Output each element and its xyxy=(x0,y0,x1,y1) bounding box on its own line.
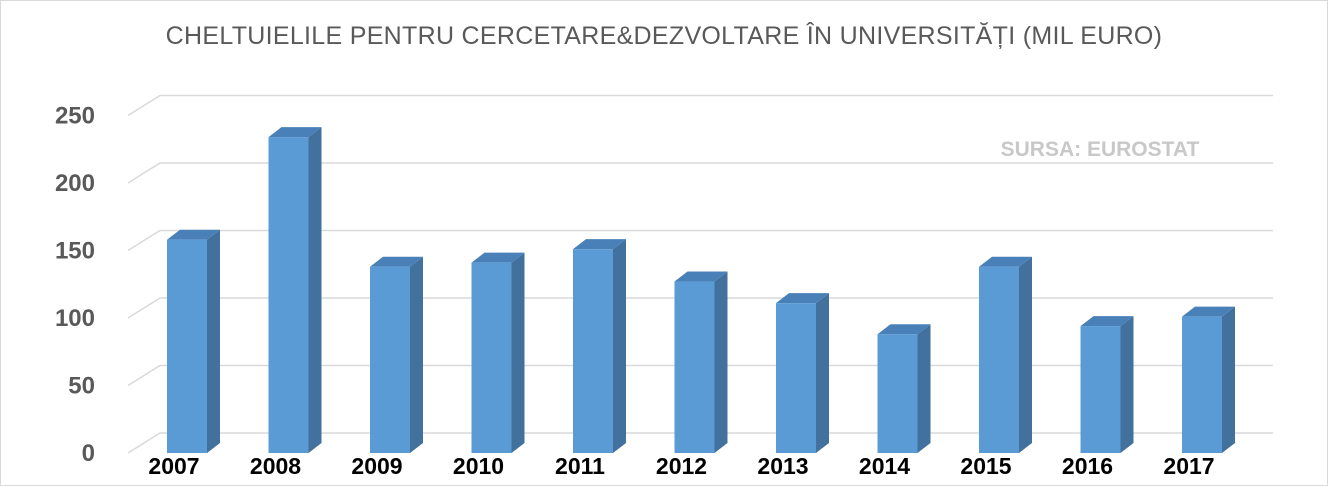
bars xyxy=(167,127,1235,453)
bar-2013 xyxy=(776,293,829,453)
bar-front-2014 xyxy=(877,334,918,453)
bar-side-2008 xyxy=(308,127,322,453)
gridlines xyxy=(127,94,1273,454)
bar-side-2012 xyxy=(714,271,728,453)
x-category-label-2010: 2010 xyxy=(453,453,504,479)
x-category-label-2016: 2016 xyxy=(1062,453,1113,479)
bar-2009 xyxy=(370,256,423,453)
bar-front-2011 xyxy=(573,249,613,453)
bar-front-2010 xyxy=(471,262,512,453)
bar-front-2009 xyxy=(370,266,410,453)
bar-top-2016 xyxy=(1080,316,1134,327)
bar-top-2013 xyxy=(776,293,829,304)
bar-front-2013 xyxy=(776,303,816,453)
x-category-label-2011: 2011 xyxy=(555,453,605,479)
x-category-label-2013: 2013 xyxy=(757,453,808,479)
bar-top-2012 xyxy=(674,271,728,282)
bar-side-2013 xyxy=(816,293,829,453)
source-annotation: SURSA: EUROSTAT xyxy=(1001,138,1200,161)
bar-front-2015 xyxy=(979,266,1019,453)
bar-2016 xyxy=(1080,316,1134,453)
bar-top-2011 xyxy=(573,239,626,250)
bar-front-2012 xyxy=(674,281,715,453)
gridline-150 xyxy=(127,229,1273,252)
x-category-label-2015: 2015 xyxy=(960,453,1011,479)
bar-2007 xyxy=(167,229,220,453)
bar-side-2014 xyxy=(917,324,931,453)
bar-2015 xyxy=(979,256,1032,453)
gridline-250 xyxy=(127,94,1273,117)
y-tick-label-0: 0 xyxy=(82,440,95,467)
bar-2012 xyxy=(674,271,728,453)
gridline-200 xyxy=(127,162,1273,184)
y-tick-label-250: 250 xyxy=(55,103,95,130)
bar-side-2016 xyxy=(1120,316,1134,453)
y-axis-ticks: 0 50 100 150 200 250 xyxy=(55,103,95,468)
gridline-100 xyxy=(127,297,1273,319)
bar-2010 xyxy=(471,252,525,453)
bar-side-2017 xyxy=(1222,306,1235,453)
bar-top-2009 xyxy=(370,256,423,267)
bar-side-2009 xyxy=(410,256,423,453)
bar-top-2014 xyxy=(877,324,931,335)
y-tick-label-50: 50 xyxy=(68,373,95,400)
bar-top-2007 xyxy=(167,229,220,240)
x-category-label-2009: 2009 xyxy=(351,453,402,479)
chart-title: CHELTUIELILE PENTRU CERCETARE&DEZVOLTARE… xyxy=(165,22,1163,50)
x-category-label-2012: 2012 xyxy=(656,453,707,479)
y-tick-label-150: 150 xyxy=(55,238,95,265)
x-category-label-2014: 2014 xyxy=(859,453,910,479)
bar-2011 xyxy=(573,239,626,453)
x-category-label-2017: 2017 xyxy=(1163,453,1214,479)
bar-top-2015 xyxy=(979,256,1032,267)
bar-side-2007 xyxy=(207,229,220,453)
bar-2014 xyxy=(877,324,931,453)
bar-top-2008 xyxy=(268,127,322,138)
bar-2017 xyxy=(1182,306,1235,453)
bar-top-2010 xyxy=(471,252,525,263)
x-category-label-2007: 2007 xyxy=(148,453,199,479)
bar-front-2017 xyxy=(1182,316,1222,453)
bar-front-2007 xyxy=(167,239,207,453)
x-category-label-2008: 2008 xyxy=(250,453,301,479)
bar-side-2015 xyxy=(1019,256,1032,453)
bar-2008 xyxy=(268,127,322,453)
y-tick-label-100: 100 xyxy=(55,305,95,332)
bar-front-2008 xyxy=(268,137,309,453)
bar-side-2010 xyxy=(511,252,525,453)
bar-top-2017 xyxy=(1182,306,1235,317)
y-tick-label-200: 200 xyxy=(55,170,95,197)
x-axis-categories: 2007 2008 2009 2010 2011 2012 2013 2014 2015 2016… xyxy=(148,453,1214,479)
bar-side-2011 xyxy=(613,239,626,453)
bar-front-2016 xyxy=(1080,326,1121,453)
